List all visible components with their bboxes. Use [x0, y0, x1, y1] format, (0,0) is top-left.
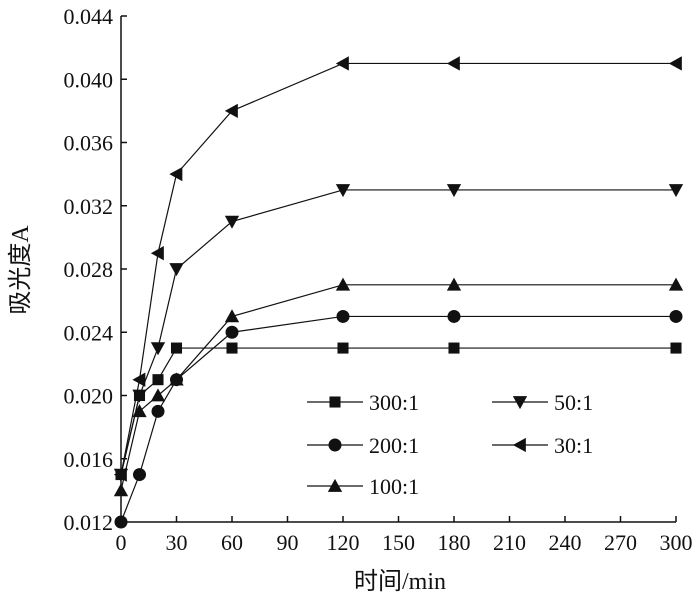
data-point	[335, 56, 349, 71]
data-point	[446, 277, 462, 291]
data-point	[446, 184, 462, 198]
data-point	[151, 404, 165, 418]
data-point	[669, 309, 683, 323]
y-tick-label: 0.044	[64, 4, 114, 29]
x-tick-label: 300	[660, 530, 693, 555]
legend: 300:1 200:1 100:1 50:1 30:1	[307, 390, 593, 499]
data-point	[224, 215, 240, 229]
data-point	[446, 56, 460, 71]
data-point	[224, 309, 240, 323]
x-tick-label: 90	[277, 530, 299, 555]
legend-label: 300:1	[369, 390, 419, 415]
legend-marker	[327, 478, 343, 492]
data-point	[335, 277, 351, 291]
legend-item: 100:1	[307, 474, 419, 499]
y-tick-label: 0.020	[64, 384, 114, 409]
y-tick-label: 0.016	[64, 447, 114, 472]
data-point	[668, 184, 684, 198]
data-point	[224, 103, 238, 119]
x-tick-label: 30	[166, 530, 188, 555]
x-tick-label: 150	[382, 530, 415, 555]
data-point	[447, 309, 461, 323]
y-tick-label: 0.024	[64, 320, 114, 345]
series-line	[120, 315, 676, 523]
axes: 0.012 0.016 0.020 0.024 0.028 0.032 0.036 0.040…	[64, 4, 693, 555]
data-point	[132, 372, 146, 387]
legend-item: 50:1	[492, 390, 593, 415]
legend-marker	[329, 396, 341, 408]
series-50-1	[113, 184, 684, 482]
legend-marker	[512, 396, 528, 410]
data-point	[225, 325, 239, 339]
x-tick-label: 240	[549, 530, 582, 555]
data-point	[335, 184, 351, 198]
y-tick-label: 0.040	[64, 67, 114, 92]
legend-item: 200:1	[307, 433, 419, 458]
series-30-1	[113, 56, 682, 482]
x-tick-label: 120	[327, 530, 360, 555]
data-point	[114, 515, 128, 529]
data-point	[132, 389, 147, 403]
legend-label: 50:1	[554, 390, 593, 415]
x-tick-label: 0	[116, 530, 127, 555]
data-point	[226, 342, 238, 354]
legend-label: 100:1	[369, 474, 419, 499]
y-tick-label: 0.032	[64, 194, 114, 219]
data-point	[670, 342, 682, 354]
x-tick-label: 180	[438, 530, 471, 555]
data-point	[132, 404, 147, 418]
y-tick-label: 0.012	[64, 510, 114, 535]
legend-marker	[512, 437, 526, 453]
data-point	[133, 468, 146, 482]
x-tick-label: 60	[221, 530, 243, 555]
data-point	[170, 342, 183, 354]
data-point	[448, 342, 460, 354]
y-axis-title: 吸光度A	[7, 225, 34, 315]
data-point	[668, 56, 682, 71]
legend-item: 30:1	[492, 433, 593, 458]
data-point	[152, 374, 164, 386]
x-tick-label: 270	[604, 530, 637, 555]
data-point	[169, 166, 183, 182]
data-point	[150, 388, 166, 402]
legend-label: 200:1	[369, 433, 419, 458]
series-line	[120, 62, 676, 475]
data-point	[150, 246, 164, 261]
data-point	[336, 309, 350, 323]
y-tick-label: 0.028	[64, 257, 114, 282]
legend-label: 30:1	[554, 433, 593, 458]
data-point	[668, 277, 684, 291]
data-point	[169, 263, 184, 277]
series-100-1	[113, 277, 684, 497]
data-point	[113, 467, 127, 482]
series-layer	[113, 56, 684, 529]
series-200-1	[114, 309, 683, 529]
data-point	[150, 342, 166, 356]
data-point	[337, 342, 349, 354]
x-axis-title: 时间/min	[354, 568, 446, 595]
data-point	[113, 483, 129, 497]
legend-marker	[328, 438, 342, 452]
series-line	[120, 189, 676, 475]
data-point	[169, 372, 184, 386]
legend-item: 300:1	[307, 390, 419, 415]
x-tick-label: 210	[493, 530, 526, 555]
y-tick-label: 0.036	[64, 131, 114, 156]
series-line	[120, 284, 676, 491]
